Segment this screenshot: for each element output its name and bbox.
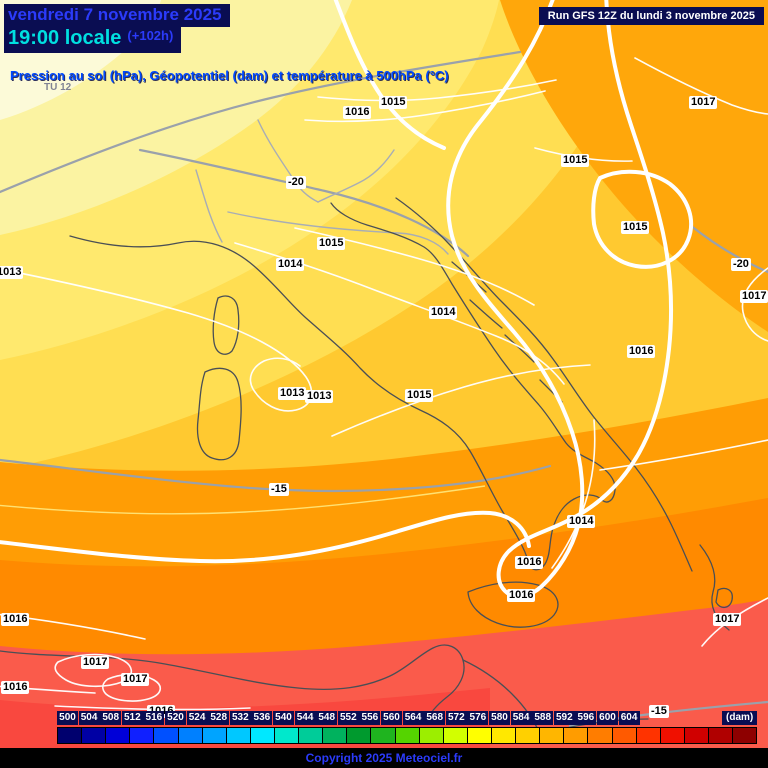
isoline-label: 1017 [740,290,768,303]
isoline-label: 1014 [429,306,458,319]
legend-value: 564 [402,711,424,725]
isoline-label: 1015 [561,154,590,167]
colorbar-segment [708,728,734,743]
colorbar-segment [564,728,589,743]
isoline-label: 1014 [567,515,596,528]
isoline-label: 1016 [343,106,372,119]
legend-value: 504 [78,711,100,725]
isoline-label: 1013 [0,266,24,279]
legend-value: 588 [532,711,554,725]
legend-value: 528 [208,711,230,725]
colorbar-segment [202,728,227,743]
isoline-label: -20 [286,176,306,189]
copyright-text[interactable]: Copyright 2025 Meteociel.fr [305,751,463,765]
colorbar-segment [226,728,251,743]
legend-value: 508 [100,711,122,725]
legend-colorbar [57,727,757,744]
color-bands [0,0,768,748]
isoline-label: 1016 [627,345,656,358]
isoline-label: 1015 [317,237,346,250]
colorbar-segment [130,728,155,743]
isoline-label: 1013 [305,390,334,403]
isoline-label: 1015 [379,96,408,109]
legend-value: 604 [618,711,640,725]
colorbar-segment [419,728,444,743]
legend-value: 500 [57,711,78,725]
local-time: 19:00 locale [8,27,122,49]
isoline-label: -20 [731,258,751,271]
legend-value: 580 [489,711,510,725]
colorbar-segment [323,728,348,743]
isoline-label: 1017 [689,96,718,109]
legend-unit: (dam) [722,711,758,725]
colorbar-segment [636,728,661,743]
isoline-label: 1015 [621,221,650,234]
isoline-label: 1016 [507,589,536,602]
forecast-time: 19:00 locale (+102h) [4,27,182,53]
colorbar-segment [371,728,396,743]
isoline-label: -15 [269,483,289,496]
colorbar-segment [467,728,492,743]
legend-value: 516 [143,711,165,725]
legend-value: 572 [445,711,467,725]
isoline-label: 1016 [1,681,30,694]
colorbar-segment [82,728,107,743]
legend-value: 556 [359,711,381,725]
isoline-label: 1016 [1,613,30,626]
tu-watermark: TU 12 [44,82,72,93]
colorbar-segment [106,728,131,743]
colorbar-segment [395,728,420,743]
colorbar-segment [612,728,637,743]
colorbar-segment [588,728,613,743]
copyright-bar: Copyright 2025 Meteociel.fr [0,748,768,768]
legend-value: 540 [273,711,294,725]
isoline-label: 1014 [276,258,305,271]
legend-value: 584 [510,711,532,725]
legend-value: 592 [553,711,575,725]
isotherm-lines [0,50,768,728]
isoline-label: 1016 [515,556,544,569]
legend-value: 568 [424,711,446,725]
legend-value: 552 [337,711,359,725]
legend-value: 532 [229,711,251,725]
forecast-offset: (+102h) [127,28,174,43]
isoline-label: 1017 [713,613,742,626]
colorbar-segment [733,728,757,743]
isoline-label: -15 [649,705,669,718]
legend-value: 544 [294,711,316,725]
colorbar-segment [299,728,324,743]
map-canvas [0,0,768,748]
colorbar-segment [274,728,300,743]
colorbar-segment [540,728,565,743]
legend-value: 524 [186,711,208,725]
legend-value: 600 [597,711,618,725]
colorbar-segment [491,728,517,743]
map-labels-layer: 1013 1016 1015 1015 1017 -20 1015 -20 1017 1015 10… [0,96,768,718]
legend-value: 576 [467,711,489,725]
colorbar-segment [154,728,179,743]
colorbar-segment [58,728,83,743]
legend-value: 560 [381,711,402,725]
colorbar-segment [684,728,709,743]
legend-value: 536 [251,711,273,725]
colorbar-segment [250,728,275,743]
colorbar-segment [516,728,541,743]
legend-value: 512 [121,711,143,725]
run-info-badge: Run GFS 12Z du lundi 3 novembre 2025 [538,7,764,25]
colorbar-segment [443,728,468,743]
legend-value: 548 [316,711,338,725]
isoline-label: 1017 [81,656,110,669]
map-subtitle: Pression au sol (hPa), Géopotentiel (dam… [10,68,449,83]
colorbar-segment [660,728,685,743]
isoline-label: 1013 [278,387,307,400]
isoline-label: 1017 [121,673,150,686]
yellow-contours [0,485,486,515]
legend-value: 520 [165,711,186,725]
forecast-date: vendredi 7 novembre 2025 [4,4,230,27]
colorbar-segment [178,728,203,743]
colorbar-segment [347,728,372,743]
legend-value: 596 [575,711,597,725]
isoline-label: 1015 [405,389,434,402]
